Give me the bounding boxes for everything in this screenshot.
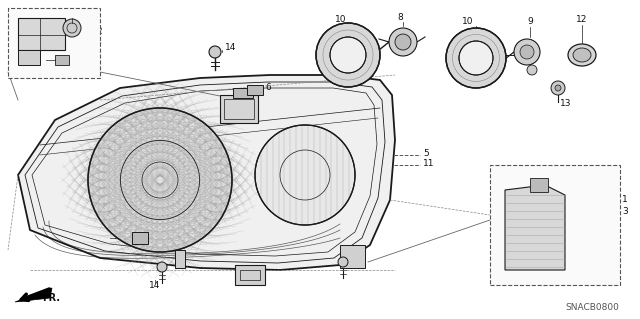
- Text: 4: 4: [96, 36, 102, 46]
- Circle shape: [389, 28, 417, 56]
- Circle shape: [395, 34, 411, 50]
- Bar: [8, 8, 100, 78]
- Circle shape: [63, 19, 81, 37]
- Text: SNACB0800: SNACB0800: [565, 303, 619, 313]
- Text: 14: 14: [225, 43, 236, 53]
- Text: FR.: FR.: [42, 293, 60, 303]
- Circle shape: [316, 23, 380, 87]
- Polygon shape: [15, 288, 52, 302]
- Circle shape: [555, 85, 561, 91]
- Polygon shape: [235, 265, 265, 285]
- Polygon shape: [175, 250, 185, 268]
- Text: 14: 14: [355, 258, 366, 268]
- Polygon shape: [18, 18, 65, 50]
- Text: 2: 2: [96, 27, 102, 36]
- Circle shape: [330, 37, 366, 73]
- Bar: [132, 232, 148, 244]
- Text: 3: 3: [622, 207, 628, 217]
- Bar: [490, 165, 620, 285]
- Text: 5: 5: [423, 149, 429, 158]
- Circle shape: [255, 125, 355, 225]
- Text: 7: 7: [69, 11, 75, 19]
- Circle shape: [527, 65, 537, 75]
- Text: 10: 10: [462, 18, 474, 26]
- Text: 15: 15: [45, 65, 56, 75]
- Circle shape: [338, 257, 348, 267]
- Text: 6: 6: [115, 229, 121, 239]
- Bar: [220, 95, 258, 123]
- Circle shape: [446, 28, 506, 88]
- Circle shape: [551, 81, 565, 95]
- Text: 1: 1: [622, 196, 628, 204]
- Circle shape: [88, 108, 232, 252]
- Text: 11: 11: [423, 159, 435, 167]
- Circle shape: [157, 262, 167, 272]
- Circle shape: [209, 46, 221, 58]
- Circle shape: [520, 45, 534, 59]
- Polygon shape: [18, 75, 395, 270]
- Text: 12: 12: [576, 16, 588, 25]
- Polygon shape: [340, 245, 365, 268]
- Polygon shape: [18, 50, 40, 65]
- Circle shape: [459, 41, 493, 75]
- Text: 8: 8: [397, 13, 403, 23]
- Ellipse shape: [568, 44, 596, 66]
- Bar: [233, 88, 253, 98]
- Text: 10: 10: [335, 16, 346, 25]
- Bar: [530, 178, 548, 192]
- Bar: [224, 99, 254, 119]
- Text: 13: 13: [560, 99, 572, 108]
- Ellipse shape: [573, 48, 591, 62]
- Bar: [55, 55, 69, 65]
- Text: 9: 9: [527, 18, 533, 26]
- Circle shape: [514, 39, 540, 65]
- Text: 14: 14: [149, 280, 161, 290]
- Text: 15: 15: [500, 167, 511, 176]
- Bar: [247, 85, 263, 95]
- Text: 6: 6: [265, 83, 271, 92]
- Polygon shape: [505, 185, 565, 270]
